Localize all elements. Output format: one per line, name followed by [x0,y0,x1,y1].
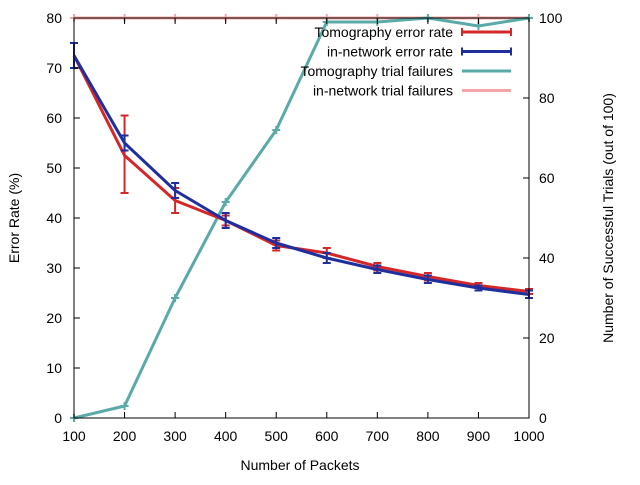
legend-label-3: in-network trial failures [313,83,453,99]
x-tick-label: 100 [62,428,86,444]
legend-label-0: Tomography error rate [314,24,453,40]
legend-label-1: in-network error rate [327,44,453,60]
series-line-0 [72,54,530,293]
y-tick-label: 40 [46,210,62,226]
series-line-2 [73,16,530,420]
x-tick-label: 500 [265,428,289,444]
x-tick-label: 900 [467,428,491,444]
x-tick-label: 400 [214,428,238,444]
y-tick-label: 50 [46,160,62,176]
y-tick-label: 20 [46,310,62,326]
y2-tick-label: 100 [539,10,563,26]
y-tick-label: 30 [46,260,62,276]
legend-label-2: Tomography trial failures [300,63,453,79]
y-tick-label: 10 [46,360,62,376]
y2-tick-label: 80 [539,90,555,106]
y-tick-label: 80 [46,10,62,26]
y2-tick-label: 60 [539,170,555,186]
x-tick-label: 200 [113,428,137,444]
x-tick-label: 700 [366,428,390,444]
y-tick-label: 70 [46,60,62,76]
y2-tick-label: 0 [539,410,547,426]
x-tick-label: 1000 [513,428,544,444]
y2-tick-label: 40 [539,250,555,266]
legend: Tomography error rate in-network error ra… [300,24,512,99]
ticks-layer: 100 200 300 400 500 600 700 800 900 1000010203040… [46,10,562,444]
series-line-1 [72,54,530,296]
y2-tick-label: 20 [539,330,555,346]
y-tick-label: 0 [54,410,62,426]
y-tick-label: 60 [46,110,62,126]
x-tick-label: 600 [315,428,339,444]
y2-axis-title: Number of Successful Trials (out of 100) [600,93,616,343]
x-tick-label: 300 [163,428,187,444]
x-axis-title: Number of Packets [240,457,359,473]
x-tick-label: 800 [416,428,440,444]
y-axis-title: Error Rate (%) [6,173,22,263]
